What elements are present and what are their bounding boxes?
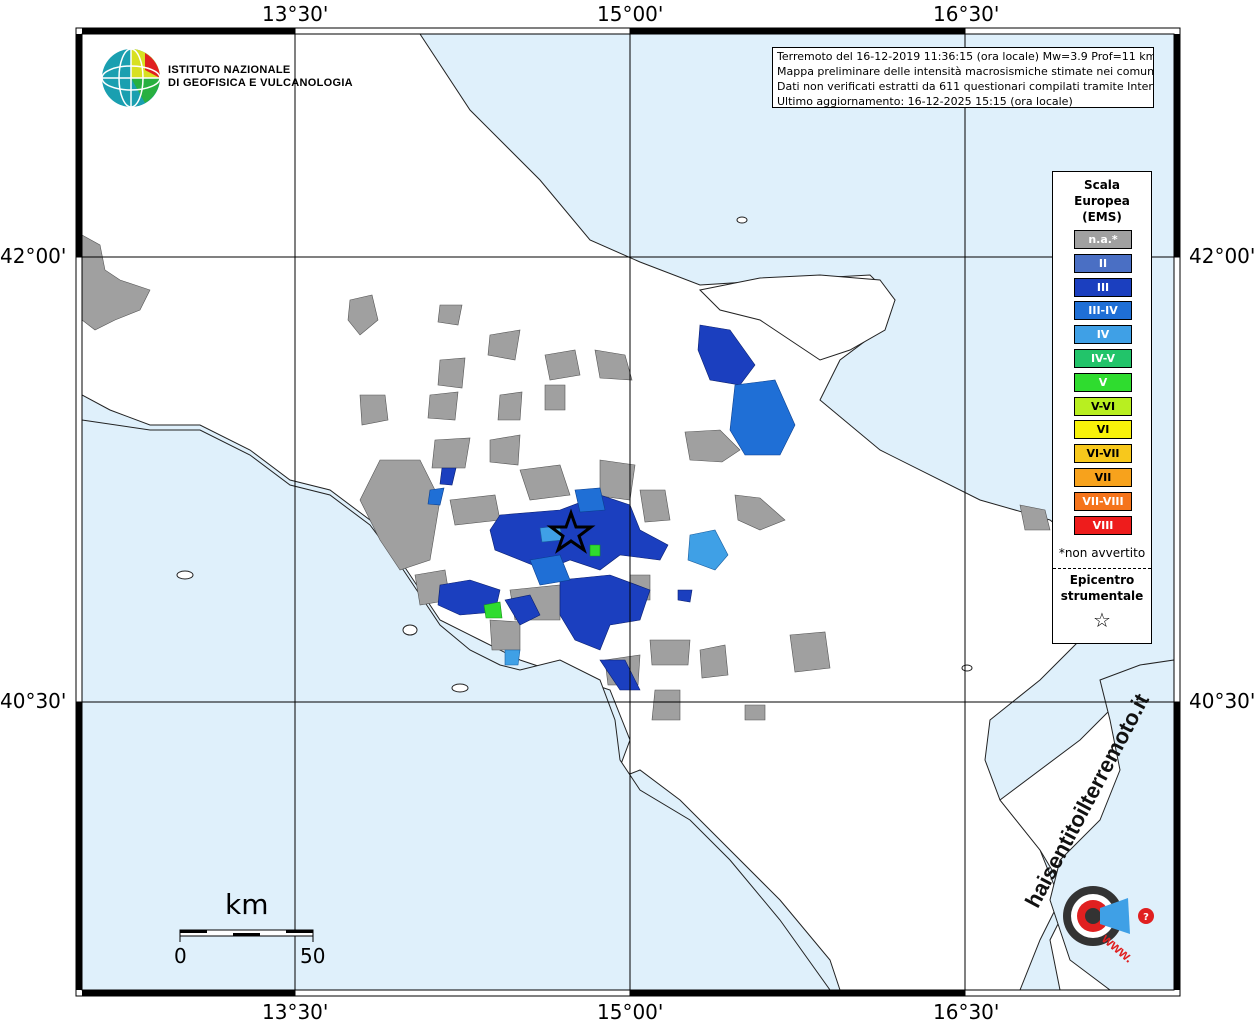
legend-note: *non avvertito — [1058, 546, 1146, 560]
intensity-v — [483, 544, 601, 619]
legend-swatch-n-a-: n.a.* — [1074, 230, 1132, 249]
legend-items: n.a.* II III III-IV IV IV-V V V-VI VI VI-VII VII VI… — [1074, 230, 1132, 539]
lon-label-bottom-1500: 15°00' — [597, 1000, 664, 1024]
island — [961, 664, 973, 672]
ingv-logo — [101, 48, 161, 108]
legend-swatch-iv: IV — [1074, 325, 1132, 345]
epicenter-star — [546, 508, 596, 554]
legend-epi-1: Epicentro — [1069, 573, 1135, 587]
legend-swatch-v-vi: V-VI — [1074, 396, 1132, 416]
info-line1: Terremoto del 16-12-2019 11:36:15 (ora l… — [777, 50, 1154, 63]
lon-label-bottom-1630: 16°30' — [933, 1000, 1000, 1024]
island — [176, 570, 194, 580]
legend-title: Scala Europea (EMS) — [1053, 177, 1151, 225]
intensity-iii-iv — [427, 379, 796, 586]
event-info-box: Terremoto del 16-12-2019 11:36:15 (ora l… — [772, 47, 1154, 108]
legend-title-2: Europea — [1074, 194, 1130, 208]
lon-label-top-1630: 16°30' — [933, 2, 1000, 26]
legend-separator — [1053, 568, 1151, 569]
info-line2: Mappa preliminare delle intensità macros… — [777, 65, 1154, 78]
legend-epicenter-label: Epicentro strumentale — [1053, 572, 1151, 604]
lon-label-top-1500: 15°00' — [597, 2, 664, 26]
intensity-iii — [437, 324, 756, 691]
legend-star-icon: ☆ — [1093, 608, 1111, 632]
island — [402, 624, 418, 636]
scale-bar — [179, 929, 314, 942]
legend-swatch-ii: II — [1074, 253, 1132, 273]
gargano — [698, 274, 896, 361]
lon-label-bottom-1330: 13°30' — [262, 1000, 329, 1024]
lat-label-left-4030: 40°30' — [0, 689, 67, 713]
lon-label-top-1330: 13°30' — [262, 2, 329, 26]
map-frame — [75, 27, 1181, 997]
ingv-line1: ISTITUTO NAZIONALE — [168, 64, 291, 76]
lat-label-right-4200: 42°00' — [1189, 244, 1255, 268]
legend-swatch-iv-v: IV-V — [1074, 348, 1132, 368]
legend-swatch-vi: VI — [1074, 420, 1132, 440]
lat-label-left-4200: 42°00' — [0, 244, 67, 268]
legend-title-3: (EMS) — [1082, 210, 1122, 224]
island — [451, 683, 469, 693]
ems-legend: Scala Europea (EMS) n.a.* II III III-IV IV IV… — [1052, 171, 1152, 644]
tyrrhenian-sea — [81, 419, 831, 991]
info-line3: Dati non verificati estratti da 611 ques… — [777, 80, 1154, 93]
legend-swatch-vii: VII — [1074, 467, 1132, 487]
info-line4: Ultimo aggiornamento: 16-12-2025 15:15 (… — [777, 95, 1073, 108]
legend-swatch-viii: VIII — [1074, 515, 1132, 535]
legend-title-1: Scala — [1083, 178, 1121, 192]
frame-ticks — [76, 28, 1180, 996]
scale-min: 0 — [174, 944, 187, 968]
hsi-logo: ? — [1063, 886, 1154, 946]
ingv-line2: DI GEOFISICA E VULCANOLOGIA — [168, 77, 353, 89]
svg-text:?: ? — [1143, 912, 1149, 923]
legend-swatch-vii-viii: VII-VIII — [1074, 491, 1132, 511]
intensity-iv — [504, 525, 729, 666]
scale-max: 50 — [300, 944, 326, 968]
legend-swatch-v: V — [1074, 372, 1132, 392]
ingv-logo-text: ISTITUTO NAZIONALE DI GEOFISICA E VULCAN… — [168, 64, 353, 90]
scale-unit: km — [225, 888, 269, 921]
island — [736, 216, 748, 224]
legend-swatch-iii-iv: III-IV — [1074, 301, 1132, 321]
na-comuni — [81, 234, 1051, 721]
graticule — [76, 28, 1180, 996]
legend-swatch-vi-vii: VI-VII — [1074, 444, 1132, 464]
legend-epi-2: strumentale — [1060, 589, 1144, 603]
lat-label-right-4030: 40°30' — [1189, 689, 1255, 713]
inner-frame — [81, 33, 1175, 991]
legend-swatch-iii: III — [1074, 277, 1132, 297]
